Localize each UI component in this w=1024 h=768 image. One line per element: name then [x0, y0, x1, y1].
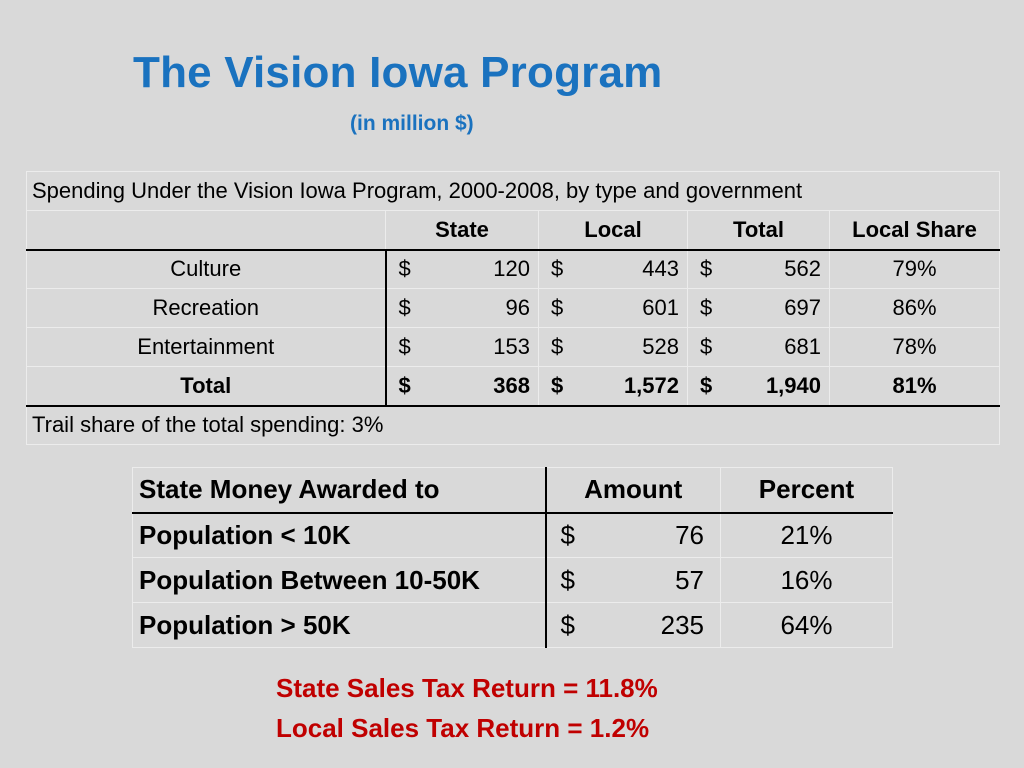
state-cell: $368: [384, 366, 539, 407]
row-label: Recreation: [26, 288, 386, 328]
state-sales-tax-note: State Sales Tax Return = 11.8%: [276, 673, 658, 703]
currency-symbol: $: [560, 519, 575, 550]
state-cell: $120: [384, 249, 539, 289]
state-value: 96: [505, 295, 530, 320]
row-label: Entertainment: [26, 327, 386, 367]
local-value: 601: [642, 295, 679, 320]
state-cell: $153: [384, 327, 539, 367]
total-value: 562: [784, 256, 821, 282]
percent-value: 21%: [720, 512, 893, 558]
header-state: State: [385, 210, 539, 251]
currency-symbol: $: [700, 334, 713, 359]
state-cell: $96: [384, 288, 539, 328]
total-cell: $1,940: [687, 366, 830, 407]
header-percent: Percent: [720, 467, 893, 514]
currency-symbol: $: [398, 334, 411, 359]
local-cell: $1,572: [538, 366, 688, 407]
currency-symbol: $: [700, 372, 713, 398]
spending-table: Spending Under the Vision Iowa Program, …: [26, 171, 1000, 445]
row-label: Population < 10K: [132, 512, 546, 558]
percent-value: 64%: [720, 602, 893, 648]
currency-symbol: $: [700, 295, 713, 320]
table-row: Entertainment $153 $528 $681 78%: [26, 327, 1000, 367]
amount-value: 235: [660, 609, 704, 640]
table-total-row: Total $368 $1,572 $1,940 81%: [26, 366, 1000, 407]
spending-table-caption: Spending Under the Vision Iowa Program, …: [26, 171, 1000, 211]
currency-symbol: $: [560, 609, 575, 640]
state-value: 368: [493, 372, 530, 398]
local-share-value: 86%: [829, 288, 1000, 328]
local-share-value: 81%: [829, 366, 1000, 407]
currency-symbol: $: [398, 372, 411, 398]
currency-symbol: $: [398, 295, 411, 320]
total-value: 697: [784, 295, 821, 320]
row-label: Population Between 10-50K: [132, 557, 546, 603]
local-sales-tax-note: Local Sales Tax Return = 1.2%: [276, 713, 650, 743]
total-cell: $681: [687, 327, 830, 367]
row-label: Total: [26, 366, 386, 407]
header-amount: Amount: [544, 467, 721, 514]
local-cell: $601: [538, 288, 688, 328]
currency-symbol: $: [551, 256, 564, 282]
header-local-share: Local Share: [829, 210, 1000, 251]
page-title: The Vision Iowa Program: [133, 48, 663, 97]
local-cell: $443: [538, 249, 688, 289]
header-local: Local: [538, 210, 688, 251]
local-value: 528: [642, 334, 679, 359]
amount-value: 57: [675, 564, 704, 595]
page-subtitle: (in million $): [350, 112, 474, 135]
total-value: 681: [784, 334, 821, 359]
row-label: Population > 50K: [132, 602, 546, 648]
table-row: Culture $120 $443 $562 79%: [26, 249, 1000, 289]
table-row: Population > 50K $235 64%: [132, 602, 893, 648]
table-row: Recreation $96 $601 $697 86%: [26, 288, 1000, 328]
state-value: 120: [493, 256, 530, 282]
table-row: Population Between 10-50K $57 16%: [132, 557, 893, 603]
local-share-value: 79%: [829, 249, 1000, 289]
total-cell: $562: [687, 249, 830, 289]
state-value: 153: [493, 334, 530, 359]
currency-symbol: $: [551, 295, 564, 320]
currency-symbol: $: [551, 372, 564, 398]
local-share-value: 78%: [829, 327, 1000, 367]
row-label: Culture: [26, 249, 386, 289]
table-row: Population < 10K $76 21%: [132, 512, 893, 558]
awards-table: State Money Awarded to Amount Percent Po…: [132, 467, 893, 648]
spending-table-footnote: Trail share of the total spending: 3%: [26, 405, 1000, 445]
currency-symbol: $: [560, 564, 575, 595]
local-cell: $528: [538, 327, 688, 367]
local-value: 1,572: [623, 372, 679, 398]
currency-symbol: $: [398, 256, 411, 282]
currency-symbol: $: [700, 256, 713, 282]
percent-value: 16%: [720, 557, 893, 603]
currency-symbol: $: [551, 334, 564, 359]
amount-cell: $76: [544, 512, 721, 558]
amount-value: 76: [675, 519, 704, 550]
header-blank: [26, 210, 386, 251]
total-cell: $697: [687, 288, 830, 328]
amount-cell: $57: [544, 557, 721, 603]
local-value: 443: [642, 256, 679, 282]
header-total: Total: [687, 210, 830, 251]
total-value: 1,940: [765, 372, 821, 398]
header-awarded-to: State Money Awarded to: [132, 467, 546, 514]
amount-cell: $235: [544, 602, 721, 648]
